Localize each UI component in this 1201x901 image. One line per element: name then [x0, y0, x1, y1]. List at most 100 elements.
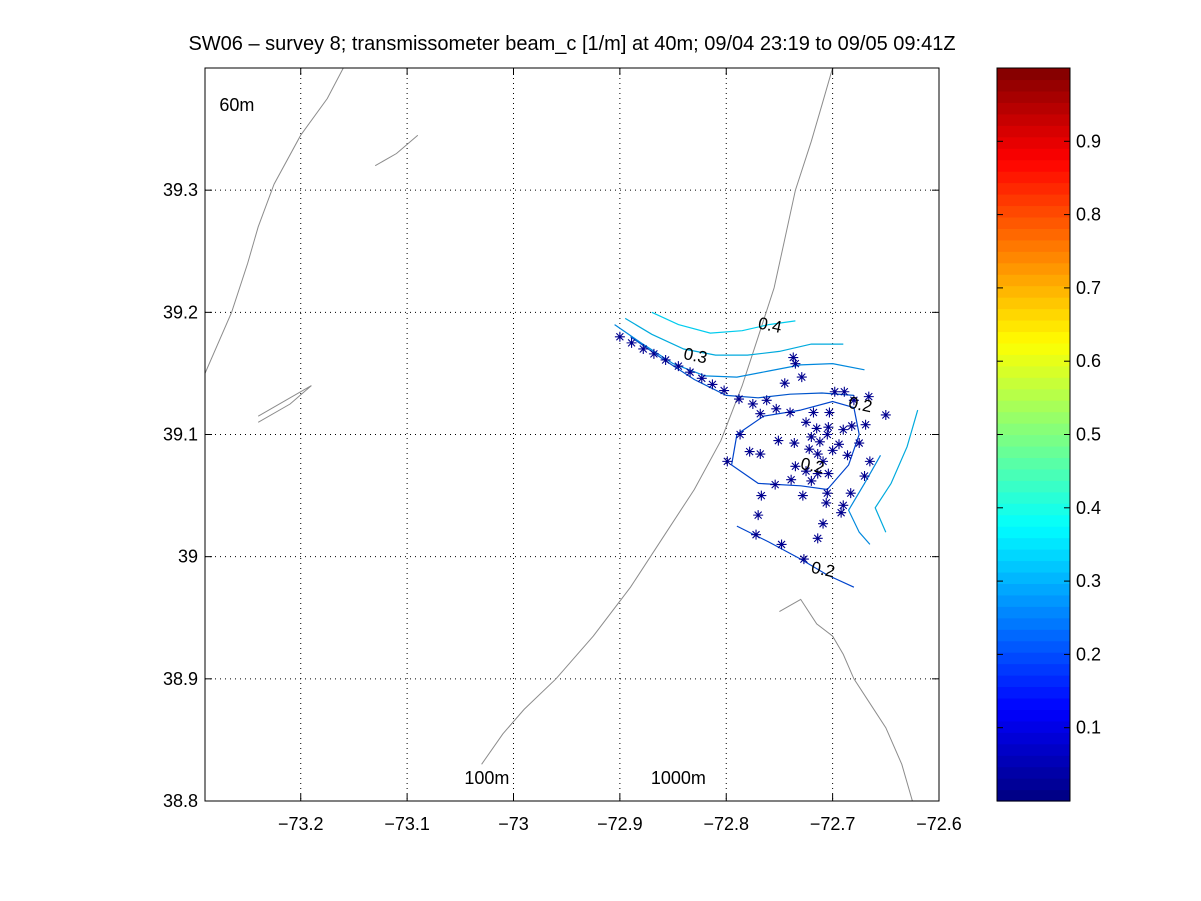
colorbar-tick-label: 0.5	[1076, 425, 1101, 445]
colorbar-tick-label: 0.6	[1076, 351, 1101, 371]
colorbar-strip	[997, 434, 1070, 447]
colorbar-strip	[997, 148, 1070, 161]
station-marker	[779, 378, 790, 389]
station-marker	[838, 424, 849, 435]
station-marker	[808, 407, 819, 418]
station-marker	[614, 331, 625, 342]
station-marker	[834, 439, 845, 450]
station-marker	[812, 468, 823, 479]
y-tick-label: 39.2	[163, 302, 198, 322]
colorbar-strip	[997, 79, 1070, 92]
station-marker	[812, 533, 823, 544]
station-marker	[845, 488, 856, 499]
colorbar-tick-label: 0.4	[1076, 498, 1101, 518]
colorbar-strip	[997, 617, 1070, 630]
y-tick-label: 39	[178, 547, 198, 567]
contour-line	[651, 311, 796, 334]
station-marker	[753, 510, 764, 521]
station-marker	[751, 529, 762, 540]
station-marker	[814, 436, 825, 447]
colorbar-strip	[997, 514, 1070, 527]
colorbar-strip	[997, 720, 1070, 733]
station-marker	[660, 354, 671, 365]
contour-label: 0.2	[847, 393, 874, 416]
isobath-labels: 60m 100m 1000m	[219, 95, 705, 788]
station-marker	[707, 379, 718, 390]
station-marker	[755, 449, 766, 460]
x-tick-label: −73	[498, 814, 529, 834]
colorbar-ticks: 0.1 0.2 0.3 0.4 0.5 0.6 0.7 0.8 0.9	[997, 131, 1101, 738]
station-marker	[747, 398, 758, 409]
colorbar-strip	[997, 778, 1070, 791]
contour-line	[614, 324, 865, 378]
contour-label: 0.4	[756, 314, 783, 337]
station-marker	[859, 471, 870, 482]
station-marker	[880, 409, 891, 420]
station-marker	[822, 429, 833, 440]
station-marker	[770, 479, 781, 490]
station-marker	[812, 449, 823, 460]
colorbar-strip	[997, 239, 1070, 252]
station-marker	[744, 446, 755, 457]
station-marker	[638, 343, 649, 354]
station-marker	[846, 420, 857, 431]
x-tick-label: −72.6	[916, 814, 962, 834]
colorbar-strip	[997, 319, 1070, 333]
station-marker	[818, 518, 829, 529]
isobath-line	[481, 68, 834, 765]
contour-line	[874, 409, 919, 533]
colorbar-strip	[997, 171, 1070, 184]
colorbar-tick-label: 0.1	[1076, 718, 1101, 738]
contour-line	[730, 400, 860, 491]
x-axis-tick-labels: −73.2 −73.1 −73 −72.9 −72.8 −72.7 −72.6	[278, 814, 962, 834]
colorbar-strip	[997, 182, 1070, 195]
colorbar-strip	[997, 251, 1070, 264]
station-marker	[626, 337, 637, 348]
colorbar-strip	[997, 480, 1070, 493]
station-marker	[696, 373, 707, 384]
y-axis-tick-labels: 38.8 38.9 39 39.1 39.2 39.3	[163, 180, 198, 811]
station-marker	[796, 372, 807, 383]
x-tick-label: −72.7	[810, 814, 856, 834]
contour-label: 0.2	[799, 454, 826, 477]
colorbar-strip	[997, 331, 1070, 344]
y-tick-label: 38.8	[163, 791, 198, 811]
colorbar-strip	[997, 193, 1070, 207]
x-tick-label: −73.1	[384, 814, 430, 834]
isobath-label: 1000m	[651, 768, 706, 788]
station-marker	[756, 490, 767, 501]
station-marker	[839, 386, 850, 397]
station-marker	[822, 488, 833, 499]
isobath-contours	[205, 68, 913, 801]
colorbar-strip	[997, 159, 1070, 172]
station-marker	[722, 456, 733, 467]
axis-ticks	[205, 68, 940, 802]
colorbar-tick-label: 0.3	[1076, 571, 1101, 591]
colorbar-strip	[997, 136, 1070, 149]
x-tick-label: −72.8	[703, 814, 749, 834]
colorbar-strip	[997, 640, 1070, 653]
station-marker	[860, 419, 871, 430]
station-marker	[734, 394, 745, 405]
isobath-label: 60m	[219, 95, 254, 115]
station-marker	[785, 407, 796, 418]
station-marker	[797, 490, 808, 501]
colorbar-strip	[997, 663, 1070, 676]
colorbar-strip	[997, 755, 1070, 768]
colorbar-strip	[997, 445, 1070, 459]
colorbar-strip	[997, 388, 1070, 401]
colorbar-strip	[997, 274, 1070, 287]
colorbar-strip	[997, 228, 1070, 241]
station-marker	[824, 407, 835, 418]
isobath-line	[257, 385, 312, 423]
colorbar-strip	[997, 297, 1070, 310]
station-marker	[673, 361, 684, 372]
plot-background	[205, 68, 939, 801]
colorbar-strip	[997, 503, 1070, 516]
colorbar-strip	[997, 354, 1070, 367]
station-marker	[838, 500, 849, 511]
station-marker	[836, 507, 847, 518]
isobath-line	[779, 598, 913, 801]
station-marker	[823, 422, 834, 433]
